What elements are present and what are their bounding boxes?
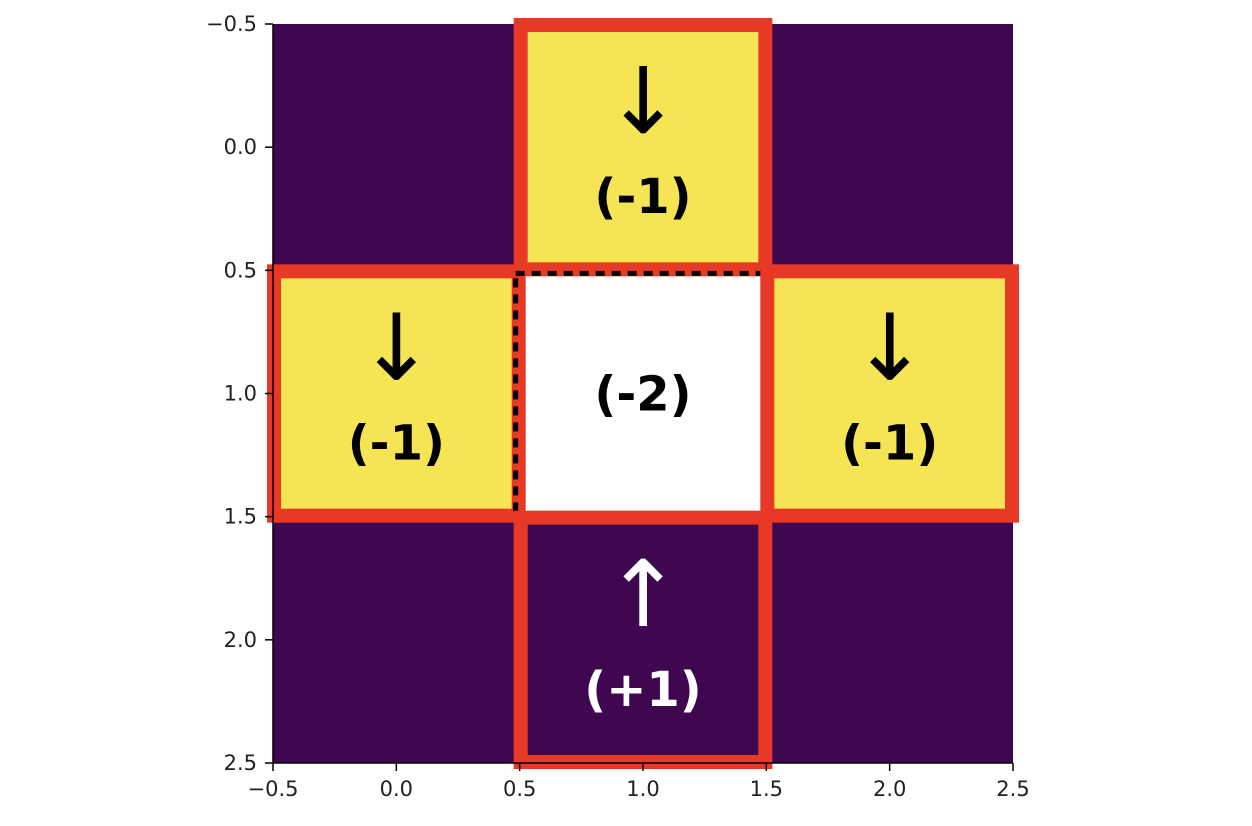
x-tick-label: 2.5 xyxy=(996,777,1029,801)
red-highlight-box-r1-c0 xyxy=(267,264,526,523)
y-tick-label: 1.0 xyxy=(224,382,257,406)
red-highlight-box-r0-c1 xyxy=(513,18,773,277)
x-tick-label: −0.5 xyxy=(248,777,299,801)
arrow-up-icon: ↑ xyxy=(604,541,681,648)
y-tick-label: 2.0 xyxy=(224,628,257,652)
heatmap-cell-r0-c0 xyxy=(273,24,520,271)
y-tick-label: 1.5 xyxy=(224,505,257,529)
x-tick-label: 1.5 xyxy=(750,777,783,801)
x-tick-label: 1.0 xyxy=(626,777,659,801)
red-highlight-box-r2-c1 xyxy=(513,510,773,770)
x-tick-label: 0.5 xyxy=(503,777,536,801)
heatmap-cell-r2-c2 xyxy=(766,516,1013,763)
y-tick-label: 2.5 xyxy=(224,751,257,775)
red-highlight-box-r1-c2 xyxy=(760,264,1019,523)
cell-value-label: (-1) xyxy=(348,416,445,472)
cell-value-label: (-1) xyxy=(594,169,691,225)
highlight-outlines xyxy=(267,18,1019,770)
heatmap-cell-r0-c2 xyxy=(766,24,1013,271)
cell-value-label: (+1) xyxy=(584,662,702,718)
axes: −0.5 0.0 0.5 1.0 1.5 2.0 2.5−0.50.00.51.01.52.… xyxy=(206,12,1030,801)
heatmap-cell-r1-c1 xyxy=(519,270,767,517)
heatmap-cell-r0-c1 xyxy=(519,24,767,271)
x-tick-label: 0.0 xyxy=(380,777,413,801)
arrow-down-icon: ↓ xyxy=(604,48,681,155)
y-tick-label: 0.0 xyxy=(224,135,257,159)
cell-value-label: (-1) xyxy=(841,416,938,472)
cell-value-label: (-2) xyxy=(594,367,691,423)
arrow-down-icon: ↓ xyxy=(851,295,928,402)
x-tick-label: 2.0 xyxy=(873,777,906,801)
heatmap-cell-r2-c1 xyxy=(519,516,767,763)
heatmap-cell-r2-c0 xyxy=(273,516,520,763)
arrow-down-icon: ↓ xyxy=(358,295,435,402)
y-tick-label: 0.5 xyxy=(224,258,257,282)
heatmap-cell-r1-c0 xyxy=(273,270,520,517)
cell-annotations: ↓ (-1) ↓ (-1) (-2) ↓ (-1) ↑ (+1) xyxy=(348,48,939,718)
y-tick-label: −0.5 xyxy=(206,12,257,36)
heatmap-cells xyxy=(273,24,1013,763)
heatmap-cell-r1-c2 xyxy=(766,270,1013,517)
